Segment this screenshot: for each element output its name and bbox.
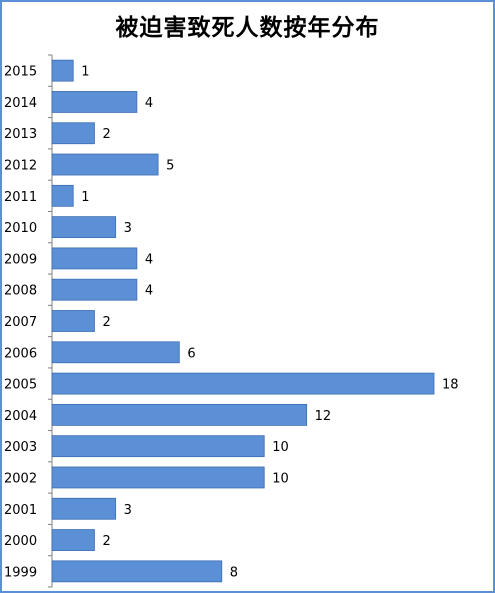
category-label-2001: 2001	[4, 503, 37, 518]
category-label-2015: 2015	[4, 65, 37, 80]
bar-2012	[51, 153, 159, 176]
value-label-2015: 1	[81, 65, 89, 80]
chart-title: 被迫害致死人数按年分布	[115, 14, 380, 41]
category-label-2013: 2013	[4, 127, 37, 142]
value-label-2001: 3	[124, 503, 132, 518]
value-label-2006: 6	[187, 346, 195, 361]
category-label-2006: 2006	[4, 346, 37, 361]
value-label-2009: 4	[145, 252, 153, 267]
category-labels: 2015 2014 2013 2012 2011 2010 2009 2008 2007 2006…	[4, 65, 37, 581]
category-label-2004: 2004	[4, 409, 37, 424]
bar-2006	[51, 341, 180, 364]
value-label-2008: 4	[145, 284, 153, 299]
bar-2011	[51, 184, 74, 207]
bar-2014	[51, 91, 138, 113]
value-label-2000: 2	[102, 534, 110, 549]
category-label-2012: 2012	[4, 159, 37, 174]
bar-2008	[51, 278, 138, 301]
value-label-2014: 4	[145, 96, 153, 111]
value-label-2002: 10	[272, 471, 289, 486]
category-label-2014: 2014	[4, 96, 37, 111]
value-label-2003: 10	[272, 440, 289, 455]
value-label-2010: 3	[124, 221, 132, 236]
bar-2015	[51, 59, 74, 82]
bar-2002	[51, 466, 265, 489]
category-label-2005: 2005	[4, 378, 37, 393]
value-label-1999: 8	[230, 565, 238, 580]
category-label-2009: 2009	[4, 252, 37, 267]
bar-2004	[51, 403, 308, 426]
y-axis-ticks	[48, 54, 52, 588]
category-label-1999: 1999	[4, 565, 37, 580]
value-labels: 1 4 2 5 1 3 4 4 2 6 18 12 10 10 3 2 8	[81, 65, 458, 581]
value-label-2005: 18	[442, 378, 459, 393]
category-label-2003: 2003	[4, 440, 37, 455]
category-label-2011: 2011	[4, 190, 37, 205]
value-label-2012: 5	[166, 159, 174, 174]
bar-2003	[51, 435, 265, 458]
bar-2001	[51, 497, 117, 520]
value-label-2004: 12	[315, 409, 332, 424]
bar-1999	[51, 560, 223, 583]
value-label-2013: 2	[102, 127, 110, 142]
value-label-2011: 1	[81, 190, 89, 205]
bar-2007	[51, 310, 95, 332]
bars	[51, 59, 435, 583]
bar-2013	[51, 122, 95, 145]
category-label-2007: 2007	[4, 315, 37, 330]
category-label-2008: 2008	[4, 284, 37, 299]
bar-2005	[51, 372, 435, 395]
category-label-2010: 2010	[4, 221, 37, 236]
bar-2000	[51, 529, 95, 551]
category-label-2000: 2000	[4, 534, 37, 549]
category-label-2002: 2002	[4, 471, 37, 486]
bar-2009	[51, 247, 138, 270]
bar-2010	[51, 216, 117, 239]
value-label-2007: 2	[102, 315, 110, 330]
